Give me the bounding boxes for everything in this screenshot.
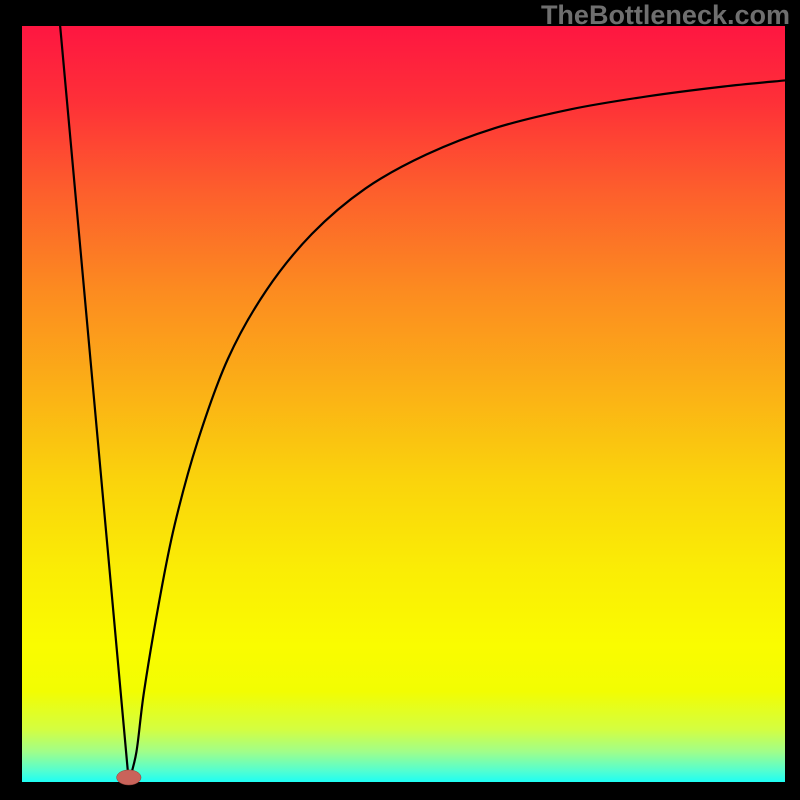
watermark-text: TheBottleneck.com xyxy=(541,0,790,31)
plot-area xyxy=(22,26,785,782)
chart-root: { "type": "line", "source_watermark": { … xyxy=(0,0,800,800)
